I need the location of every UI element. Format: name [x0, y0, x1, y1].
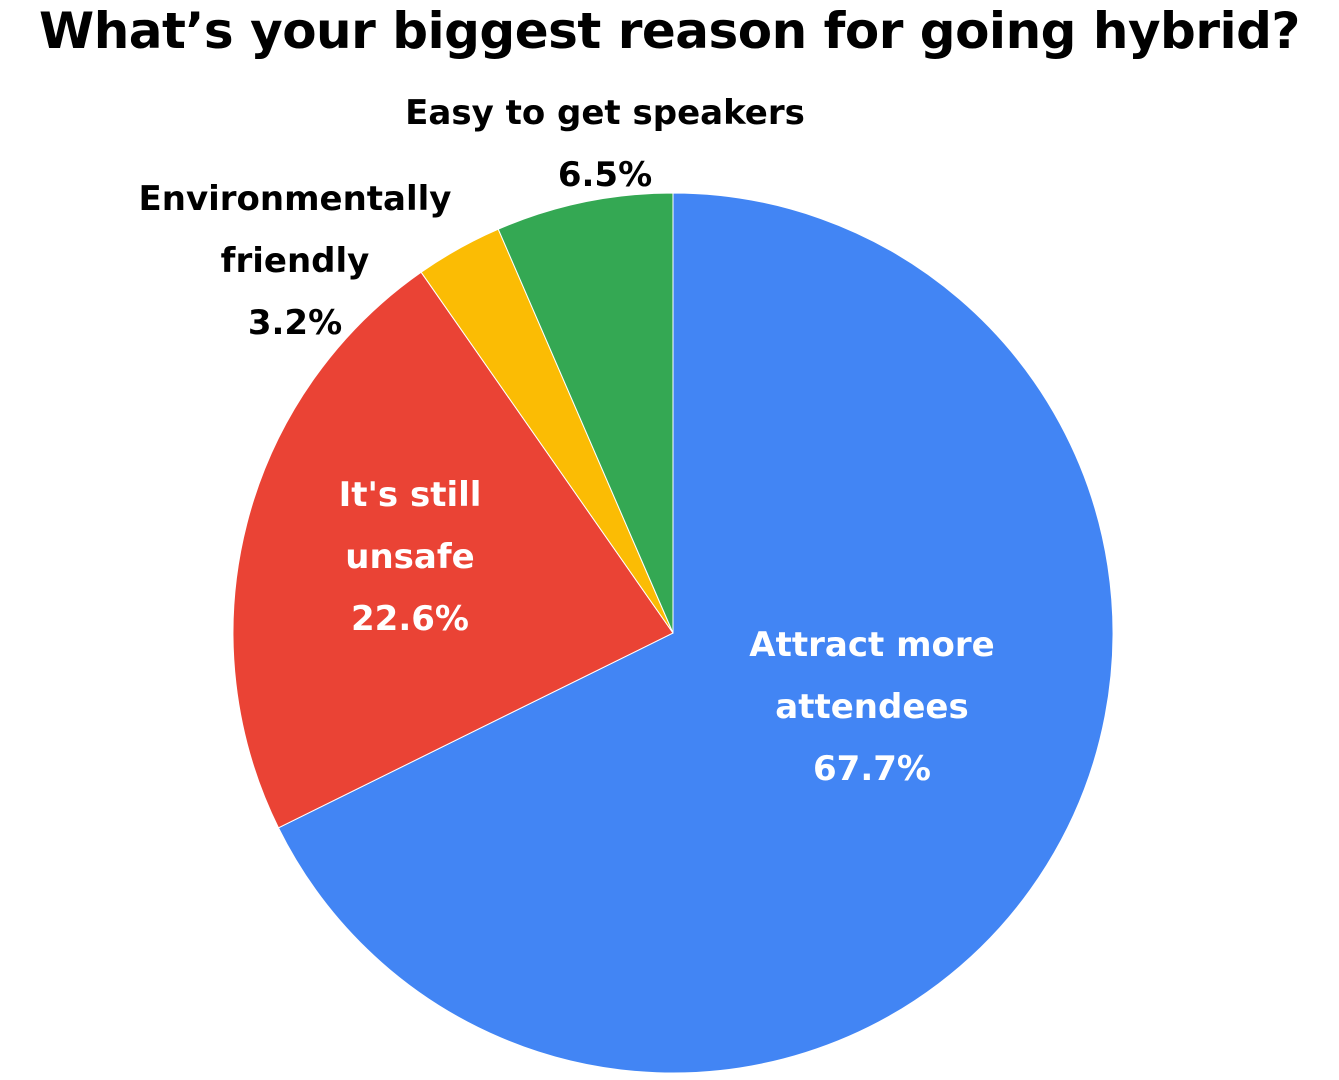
- label-percent: 67.7%: [813, 749, 931, 789]
- label-line: Easy to get speakers: [405, 93, 805, 133]
- pie-slice-easy-to-get-speakers: [497, 192, 674, 634]
- label-environmentally-friendly: Environmentally friendly 3.2%: [90, 168, 500, 354]
- label-line: friendly: [220, 241, 370, 281]
- label-percent: 22.6%: [351, 599, 469, 639]
- label-easy-to-get-speakers: Easy to get speakers 6.5%: [355, 82, 855, 206]
- label-line: Attract more: [749, 625, 995, 665]
- label-line: Environmentally: [138, 179, 452, 219]
- pie-slice-attract-more-attendees: [277, 192, 1114, 1074]
- label-line: It's still: [338, 475, 482, 515]
- pie-slice-it-s-still-unsafe: [232, 271, 674, 829]
- label-percent: 3.2%: [247, 303, 343, 343]
- label-still-unsafe: It's still unsafe 22.6%: [255, 464, 565, 650]
- label-line: attendees: [775, 687, 969, 727]
- chart-title: What’s your biggest reason for going hyb…: [39, 2, 1300, 60]
- label-attract-more-attendees: Attract more attendees 67.7%: [672, 614, 1072, 800]
- label-line: unsafe: [345, 537, 475, 577]
- label-percent: 6.5%: [557, 155, 653, 195]
